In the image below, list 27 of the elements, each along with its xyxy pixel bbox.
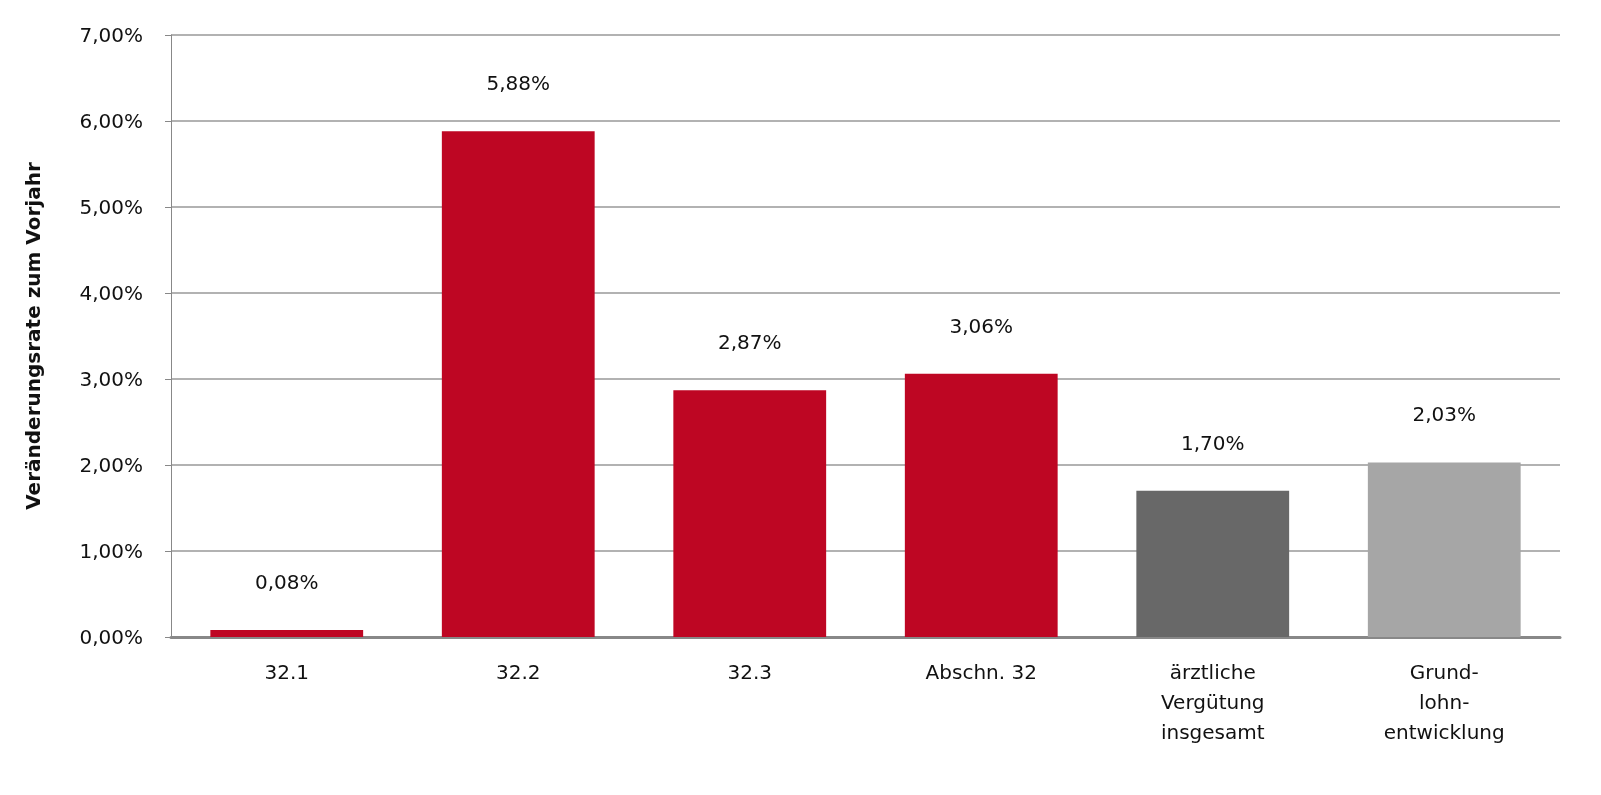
bar [1136, 490, 1290, 637]
y-tick-label: 1,00% [79, 539, 143, 563]
bar [673, 390, 827, 637]
data-label: 2,03% [1412, 402, 1477, 427]
data-label: 3,06% [949, 313, 1014, 338]
x-tick-label: Grund- lohn- entwicklung [1383, 660, 1505, 744]
x-tick-label: Abschn. 32 [925, 660, 1037, 684]
data-label: 1,70% [1180, 430, 1245, 455]
x-tick-label: 32.2 [495, 660, 541, 684]
bar [904, 373, 1058, 637]
data-label: 0,08% [254, 570, 319, 595]
x-tick-label: ärztliche Vergütung insgesamt [1160, 660, 1265, 744]
bar [210, 630, 364, 637]
y-tick-label: 4,00% [79, 281, 143, 305]
bar [1367, 462, 1521, 637]
x-tick-label: 32.3 [727, 660, 773, 684]
y-tick-label: 7,00% [79, 23, 143, 47]
y-axis-title: Veränderungsrate zum Vorjahr [21, 162, 45, 510]
y-tick-label: 0,00% [79, 625, 143, 649]
x-tick-label: 32.1 [264, 660, 310, 684]
y-tick-label: 5,00% [79, 195, 143, 219]
y-tick-label: 3,00% [79, 367, 143, 391]
y-tick-label: 6,00% [79, 109, 143, 133]
bar [441, 131, 595, 637]
y-tick-label: 2,00% [79, 453, 143, 477]
data-label: 5,88% [486, 71, 551, 96]
data-label: 2,87% [717, 330, 782, 355]
